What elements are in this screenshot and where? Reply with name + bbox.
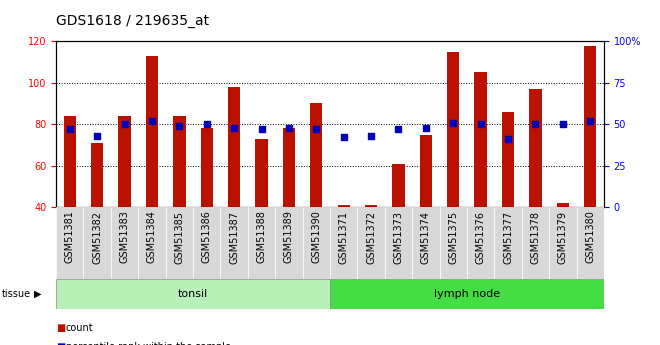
Text: GSM51380: GSM51380 bbox=[585, 210, 595, 264]
Text: GSM51378: GSM51378 bbox=[531, 210, 541, 264]
FancyBboxPatch shape bbox=[577, 207, 604, 279]
Point bbox=[65, 126, 75, 132]
Bar bbox=[337, 205, 350, 207]
Text: GSM51384: GSM51384 bbox=[147, 210, 157, 264]
FancyBboxPatch shape bbox=[549, 207, 577, 279]
FancyBboxPatch shape bbox=[193, 207, 220, 279]
Bar bbox=[447, 52, 459, 207]
FancyBboxPatch shape bbox=[166, 207, 193, 279]
Point bbox=[284, 125, 294, 130]
Text: ▶: ▶ bbox=[34, 289, 42, 299]
Point bbox=[420, 125, 431, 130]
FancyBboxPatch shape bbox=[56, 207, 83, 279]
Bar bbox=[228, 87, 240, 207]
Text: GSM51373: GSM51373 bbox=[393, 210, 403, 264]
FancyBboxPatch shape bbox=[220, 207, 248, 279]
FancyBboxPatch shape bbox=[440, 207, 467, 279]
Point bbox=[475, 121, 486, 127]
FancyBboxPatch shape bbox=[330, 207, 358, 279]
Bar bbox=[420, 135, 432, 207]
Text: percentile rank within the sample: percentile rank within the sample bbox=[66, 342, 231, 345]
Text: count: count bbox=[66, 323, 94, 333]
Bar bbox=[310, 104, 323, 207]
Text: GDS1618 / 219635_at: GDS1618 / 219635_at bbox=[56, 14, 209, 28]
Text: GSM51371: GSM51371 bbox=[339, 210, 348, 264]
Point bbox=[256, 126, 267, 132]
Bar bbox=[118, 116, 131, 207]
Text: GSM51389: GSM51389 bbox=[284, 210, 294, 264]
Text: tissue: tissue bbox=[1, 289, 30, 299]
FancyBboxPatch shape bbox=[248, 207, 275, 279]
Text: GSM51386: GSM51386 bbox=[202, 210, 212, 264]
Point bbox=[311, 126, 321, 132]
Bar bbox=[63, 116, 76, 207]
Bar bbox=[556, 203, 569, 207]
FancyBboxPatch shape bbox=[412, 207, 440, 279]
Text: lymph node: lymph node bbox=[434, 289, 500, 299]
Bar bbox=[392, 164, 405, 207]
Point bbox=[119, 121, 130, 127]
Text: GSM51387: GSM51387 bbox=[229, 210, 239, 264]
Text: GSM51388: GSM51388 bbox=[257, 210, 267, 264]
Bar bbox=[584, 46, 597, 207]
Text: GSM51385: GSM51385 bbox=[174, 210, 184, 264]
FancyBboxPatch shape bbox=[494, 207, 521, 279]
FancyBboxPatch shape bbox=[138, 207, 166, 279]
Point bbox=[448, 120, 459, 125]
Point bbox=[530, 121, 541, 127]
Text: tonsil: tonsil bbox=[178, 289, 208, 299]
FancyBboxPatch shape bbox=[385, 207, 412, 279]
Text: ■: ■ bbox=[56, 323, 65, 333]
Point bbox=[174, 123, 185, 129]
Bar bbox=[255, 139, 268, 207]
Text: GSM51382: GSM51382 bbox=[92, 210, 102, 264]
Bar bbox=[475, 72, 487, 207]
Point bbox=[393, 126, 404, 132]
Bar bbox=[201, 128, 213, 207]
Point bbox=[503, 136, 513, 142]
Point bbox=[366, 133, 376, 139]
FancyBboxPatch shape bbox=[330, 279, 604, 309]
Text: GSM51377: GSM51377 bbox=[503, 210, 513, 264]
Bar bbox=[173, 116, 185, 207]
Bar bbox=[91, 143, 104, 207]
FancyBboxPatch shape bbox=[467, 207, 494, 279]
FancyBboxPatch shape bbox=[83, 207, 111, 279]
Text: GSM51372: GSM51372 bbox=[366, 210, 376, 264]
Text: GSM51379: GSM51379 bbox=[558, 210, 568, 264]
Text: ■: ■ bbox=[56, 342, 65, 345]
FancyBboxPatch shape bbox=[521, 207, 549, 279]
FancyBboxPatch shape bbox=[302, 207, 330, 279]
Point bbox=[585, 118, 595, 124]
Bar bbox=[529, 89, 542, 207]
Bar bbox=[365, 205, 378, 207]
Bar bbox=[146, 56, 158, 207]
Text: GSM51381: GSM51381 bbox=[65, 210, 75, 264]
Text: GSM51390: GSM51390 bbox=[312, 210, 321, 264]
Text: GSM51383: GSM51383 bbox=[119, 210, 129, 264]
FancyBboxPatch shape bbox=[56, 279, 330, 309]
Point bbox=[147, 118, 157, 124]
Point bbox=[558, 121, 568, 127]
Text: GSM51375: GSM51375 bbox=[448, 210, 458, 264]
FancyBboxPatch shape bbox=[275, 207, 302, 279]
Point bbox=[92, 133, 102, 139]
Point bbox=[201, 121, 212, 127]
FancyBboxPatch shape bbox=[358, 207, 385, 279]
Text: GSM51374: GSM51374 bbox=[421, 210, 431, 264]
Text: GSM51376: GSM51376 bbox=[476, 210, 486, 264]
Point bbox=[339, 135, 349, 140]
Bar bbox=[502, 112, 514, 207]
Bar bbox=[282, 128, 295, 207]
Point bbox=[229, 125, 240, 130]
FancyBboxPatch shape bbox=[111, 207, 138, 279]
